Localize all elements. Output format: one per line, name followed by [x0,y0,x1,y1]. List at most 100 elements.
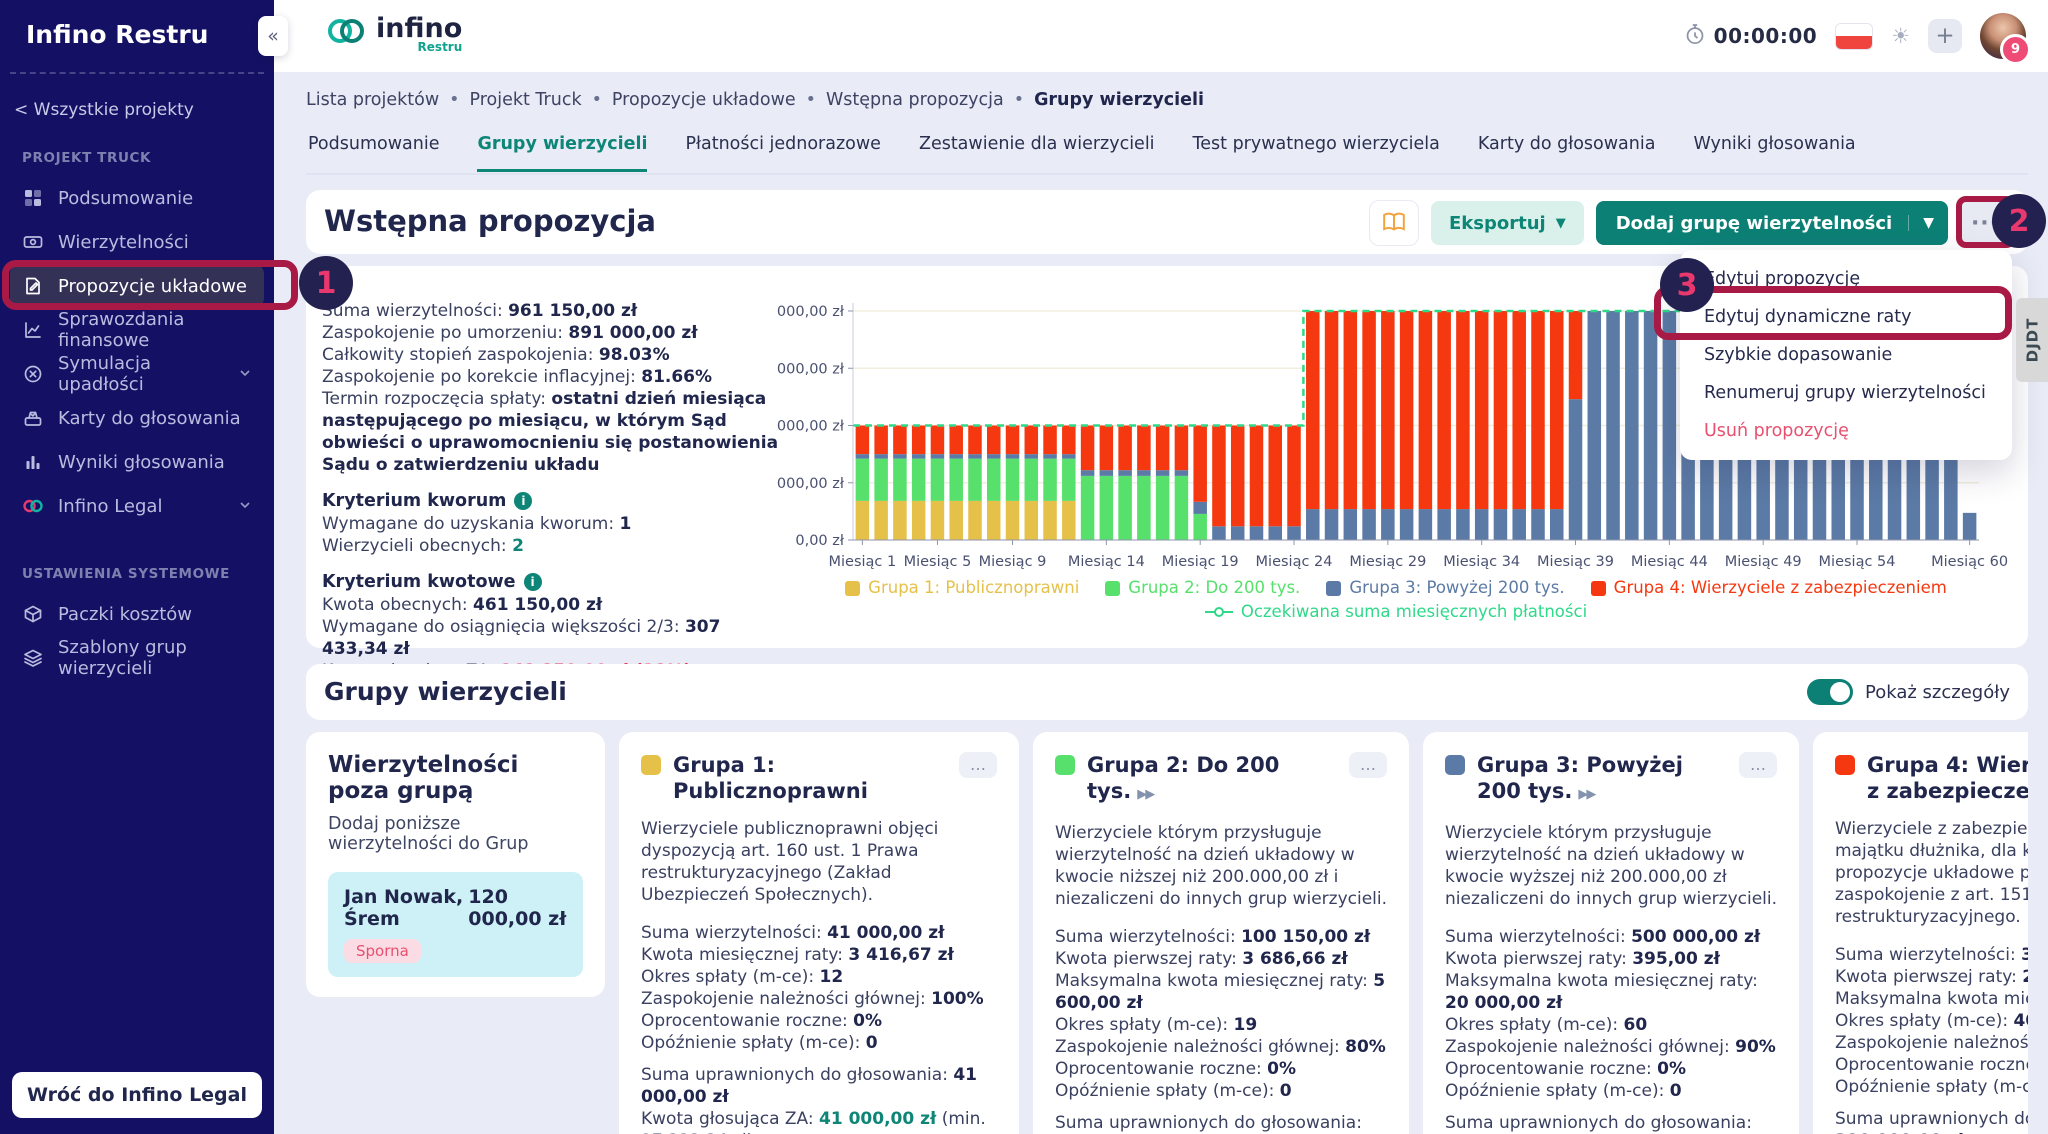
stat-line: Suma uprawnionych do głosowania: 500 000… [1445,1113,1752,1133]
sidebar-item-bankruptcy-simulation[interactable]: Symulacja upadłości [10,352,264,396]
stat-line: Wymagane do osiągnięcia większości 2/3: … [322,617,721,659]
export-button[interactable]: Eksportuj ▼ [1430,201,1584,245]
legend-item: Grupa 3: Powyżej 200 tys. [1326,576,1565,600]
sidebar-item-infino-legal[interactable]: Infino Legal [10,484,264,528]
criterion-header: Kryterium kwotowe i [322,570,780,594]
sidebar-collapse-button[interactable]: « [258,16,288,56]
group-color-swatch [1445,755,1465,775]
sidebar-item-receivables[interactable]: Wierzytelności [10,220,264,264]
fast-forward-icon[interactable]: ▶▶ [1578,787,1596,802]
group-color-swatch [1055,755,1075,775]
sidebar-item-label: Sprawozdania finansowe [58,309,185,351]
tab-6[interactable]: Wyniki głosowania [1693,134,1856,154]
menu-item-3[interactable]: Renumeruj grupy wierzytelności [1704,383,1986,403]
stat-line: Zaspokojenie należności głównej: 100% [641,989,984,1009]
breadcrumb-item[interactable]: Lista projektów [306,90,440,110]
sidebar-item-proposals[interactable]: Propozycje układowe [10,264,264,308]
fast-forward-icon[interactable]: ▶▶ [1137,787,1155,802]
tab-2[interactable]: Płatności jednorazowe [685,134,881,154]
debug-toolbar-handle[interactable]: DJDT [2016,298,2048,382]
breadcrumb-item[interactable]: Propozycje układowe [611,90,796,110]
group-card-description: Wierzyciele publicznoprawni objęci dyspo… [641,819,939,905]
tab-1[interactable]: Grupy wierzycieli [477,134,648,172]
menu-item-4[interactable]: Usuń propozycję [1704,421,1849,441]
group-card-more-button[interactable]: … [959,752,997,778]
sidebar-item-label: Infino Legal [58,495,163,517]
claim-name: Jan Nowak, Śrem [344,886,464,930]
stat-line: Oprocentowanie roczne: 0% [1445,1059,1687,1079]
timer-value: 00:00:00 [1713,24,1818,48]
stat-line: Okres spłaty (m-ce): 60 [1445,1015,1648,1035]
chevron-down-icon [238,496,252,517]
legend-swatch [845,580,861,596]
stat-line: Suma uprawnionych do głosowania: 320 000… [1835,1109,2028,1134]
breadcrumb-separator: • [591,90,602,110]
sidebar-item-label: Symulacja upadłości [58,353,151,395]
tab-0[interactable]: Podsumowanie [308,134,440,154]
proposal-header-card: Wstępna propozycja Eksportuj ▼ Dodaj grup… [306,190,2028,254]
voting-results-icon [22,451,44,473]
sidebar-item-voting-cards[interactable]: Karty do głosowania [10,396,264,440]
bankruptcy-simulation-icon [22,363,44,385]
stat-line: Okres spłaty (m-ce): 40 [1835,1011,2028,1031]
tab-3[interactable]: Zestawienie dla wierzycieli [918,134,1155,154]
groups-section-title: Grupy wierzycieli [324,677,567,706]
group-card-more-button[interactable]: … [1349,752,1387,778]
stat-line: Suma wierzytelności: 41 000,00 zł [641,923,945,943]
book-icon [1382,211,1406,236]
stopwatch-icon [1684,23,1706,50]
stat-line: Całkowity stopień zaspokojenia: 98.03% [322,345,670,365]
sidebar-item-financial-reports[interactable]: Sprawozdania finansowe [10,308,264,352]
svg-text:Miesiąc 5: Miesiąc 5 [904,554,972,570]
tabs-underline [306,173,2028,175]
menu-item-2[interactable]: Szybkie dopasowanie [1704,345,1893,365]
stat-line: Zaspokojenie po korekcie inflacyjnej: 81… [322,367,713,387]
stat-line: Suma wierzytelności: 961 150,00 zł [322,301,638,321]
group-card-title: Grupa 1: Publicznoprawni [673,753,868,803]
stat-line: Opóźnienie spłaty (m-ce): 0 [1055,1081,1292,1101]
stat-line: Zaspokojenie należności głównej: 80% [1055,1037,1386,1057]
sidebar-divider [10,72,264,74]
claim-item[interactable]: Jan Nowak, Śrem 120 000,00 zł Sporna [328,872,583,977]
breadcrumb-item[interactable]: Wstępna propozycja [826,90,1004,110]
legend-item: Grupa 4: Wierzyciele z zabezpieczeniem [1590,576,1947,600]
sidebar-item-cost-packages[interactable]: Paczki kosztów [10,592,264,636]
svg-text:20 000,00 zł: 20 000,00 zł [776,304,845,320]
tab-4[interactable]: Test prywatnego wierzyciela [1192,134,1440,154]
card-outside-group: Wierzytelności poza grupą Dodaj poniższe… [306,732,605,997]
sidebar-item-grid[interactable]: Podsumowanie [10,176,264,220]
chevron-down-icon: ▼ [1908,215,1948,231]
group-cards-row: Wierzytelności poza grupą Dodaj poniższe… [306,732,2028,1134]
add-claim-group-button[interactable]: Dodaj grupę wierzytelności ▼ [1595,201,1948,245]
group-card-more-button[interactable]: … [1739,752,1777,778]
stat-line: Termin rozpoczęcia spłaty: ostatni dzień… [322,389,779,475]
all-projects-link[interactable]: < Wszystkie projekty [14,100,194,120]
breadcrumb-item[interactable]: Projekt Truck [469,90,582,110]
add-button[interactable]: + [1928,19,1962,53]
stat-line: Opóźnienie spłaty (m-ce): 0 [641,1033,878,1053]
proposal-summary: Suma wierzytelności: 961 150,00 zł Zaspok… [322,300,780,682]
menu-item-1[interactable]: Edytuj dynamiczne raty [1704,307,1912,327]
tab-5[interactable]: Karty do głosowania [1477,134,1656,154]
avatar[interactable]: 9 [1980,13,2031,65]
info-icon[interactable]: i [514,492,533,510]
chart-legend: Grupa 1: Publicznoprawni Grupa 2: Do 200 … [776,576,2016,624]
stat-line: Oprocentowanie roczne: 0% [1055,1059,1297,1079]
more-actions-button[interactable]: ··· [1960,201,2010,245]
stat-line: Zaspokojenie należności głównej: 90% [1445,1037,1776,1057]
documentation-button[interactable] [1368,200,1419,246]
back-to-infino-legal-button[interactable]: Wróć do Infino Legal [12,1072,262,1118]
sidebar-item-templates[interactable]: Szablony grup wierzycieli [10,636,264,680]
stat-line: Zaspokojenie po umorzeniu: 891 000,00 zł [322,323,698,343]
criterion-header: Kryterium kworum i [322,489,780,513]
group-card-title: Grupa 4: Wierzyciele z zabezpieczeniem [1867,753,2028,803]
info-icon[interactable]: i [523,573,542,591]
svg-text:Miesiąc 39: Miesiąc 39 [1537,554,1614,570]
show-details-toggle[interactable] [1807,679,1854,705]
menu-item-0[interactable]: Edytuj propozycję [1704,269,1861,289]
group-color-swatch [641,755,661,775]
templates-icon [22,647,44,669]
sidebar-item-voting-results[interactable]: Wyniki głosowania [10,440,264,484]
language-flag-pl[interactable] [1835,22,1874,50]
theme-brightness-icon[interactable]: ☀ [1891,24,1910,48]
